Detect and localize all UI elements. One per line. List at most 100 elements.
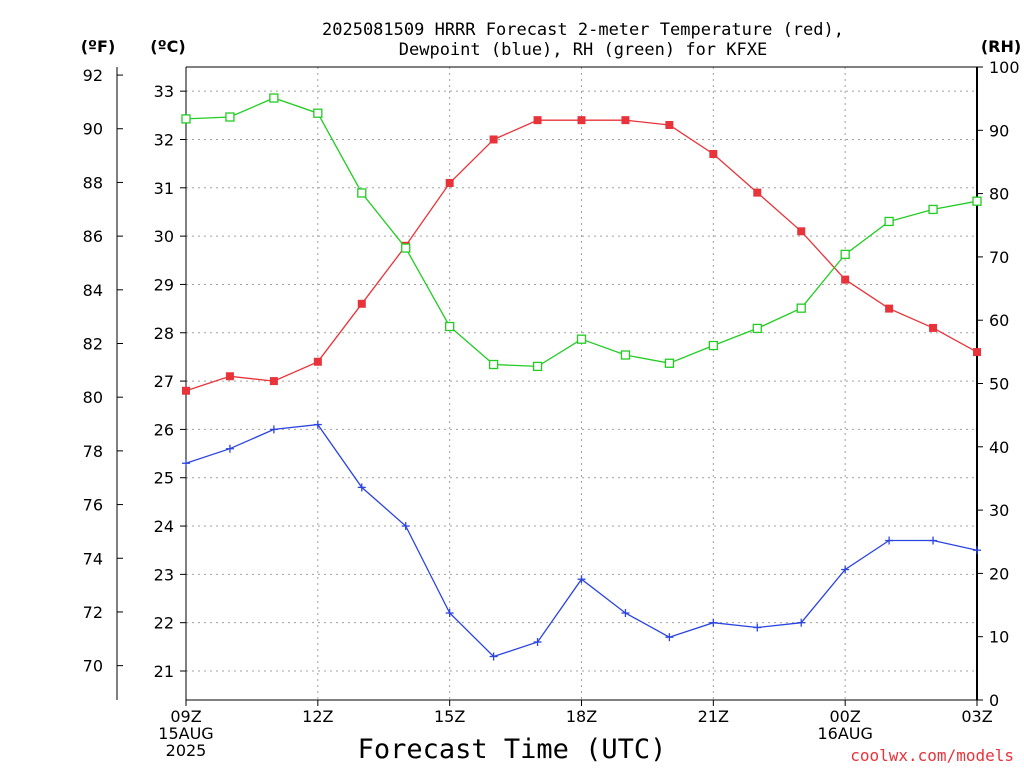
data-point (929, 323, 938, 332)
data-point (182, 386, 190, 395)
data-point (709, 149, 718, 158)
data-point (401, 243, 411, 253)
data-point (269, 425, 278, 434)
celsius-tick-label: 28 (154, 324, 174, 343)
x-tick-label: 09Z (170, 707, 201, 726)
fahrenheit-unit-label: (ºF) (81, 37, 116, 56)
credit-text: coolwx.com/models (850, 746, 1014, 765)
data-point (313, 108, 323, 118)
data-point (664, 358, 675, 368)
data-point (401, 522, 410, 531)
fahrenheit-tick-label: 72 (83, 603, 103, 622)
fahrenheit-tick-label: 86 (83, 227, 103, 246)
rh-tick-label: 100 (989, 58, 1020, 77)
rh-tick-label: 30 (989, 501, 1009, 520)
data-point (489, 652, 498, 661)
data-point (753, 623, 762, 632)
x-tick-label: 18Z (566, 707, 597, 726)
celsius-tick-label: 32 (154, 130, 174, 149)
rh-unit-label: (RH) (981, 37, 1021, 56)
grid-lines (186, 67, 977, 700)
celsius-tick-label: 26 (154, 420, 174, 439)
fahrenheit-tick-label: 80 (83, 388, 103, 407)
fahrenheit-tick-label: 76 (83, 496, 103, 515)
rh-tick-label: 10 (989, 628, 1009, 647)
data-point (841, 565, 850, 574)
x-tick-label: 12Z (302, 707, 333, 726)
fahrenheit-tick-label: 78 (83, 442, 103, 461)
x-tick-label: 16AUG (817, 724, 872, 743)
data-point (752, 323, 762, 334)
data-point (885, 304, 894, 313)
data-point (445, 321, 455, 332)
data-point (488, 359, 499, 370)
data-point (841, 275, 850, 284)
x-tick-label: 15Z (434, 707, 465, 726)
fahrenheit-tick-label: 70 (83, 657, 103, 676)
data-point (225, 444, 234, 453)
data-point (445, 609, 454, 618)
data-point (620, 350, 631, 360)
fahrenheit-tick-label: 82 (83, 335, 103, 354)
rh-tick-label: 80 (989, 185, 1009, 204)
data-point (576, 334, 587, 344)
celsius-tick-label: 29 (154, 275, 174, 294)
fahrenheit-tick-label: 90 (83, 120, 103, 139)
axes (116, 66, 983, 706)
data-point (928, 204, 938, 215)
rh-tick-label: 70 (989, 248, 1009, 267)
celsius-tick-label: 30 (154, 227, 174, 246)
celsius-tick-label: 33 (154, 82, 174, 101)
data-point (621, 116, 630, 125)
data-point (753, 188, 762, 197)
data-point (665, 633, 674, 642)
data-point (709, 618, 718, 627)
celsius-tick-label: 25 (154, 469, 174, 488)
data-point (708, 340, 718, 351)
celsius-tick-label: 27 (154, 372, 174, 391)
data-point (357, 483, 366, 492)
data-point (577, 575, 586, 584)
data-point (973, 546, 981, 555)
x-tick-label: 15AUG (158, 724, 213, 743)
rh-tick-label: 60 (989, 311, 1009, 330)
x-tick-label: 21Z (698, 707, 729, 726)
data-point (181, 114, 191, 124)
data-point (533, 116, 542, 125)
rh-tick-label: 0 (989, 691, 999, 710)
celsius-tick-label: 24 (154, 517, 174, 536)
data-point (225, 112, 235, 122)
data-point (973, 348, 981, 357)
data-point (665, 120, 674, 129)
data-point (357, 188, 367, 198)
data-point (797, 618, 806, 627)
celsius-tick-label: 22 (154, 614, 174, 633)
data-point (972, 196, 982, 206)
data-point (489, 135, 498, 144)
data-point (269, 377, 278, 386)
rh-tick-label: 20 (989, 564, 1009, 583)
data-point (445, 178, 454, 187)
data-point (885, 536, 894, 545)
fahrenheit-tick-label: 88 (83, 173, 103, 192)
series-line (185, 423, 978, 658)
data-point (225, 372, 234, 381)
data-point (532, 361, 543, 372)
celsius-tick-label: 23 (154, 565, 174, 584)
fahrenheit-tick-label: 92 (83, 66, 103, 85)
data-point (621, 609, 630, 618)
data-point (357, 299, 366, 308)
fahrenheit-tick-label: 74 (83, 549, 103, 568)
series-plus (182, 420, 981, 661)
series-open-square (181, 93, 982, 372)
data-series (181, 93, 982, 661)
celsius-unit-label: (ºC) (150, 37, 185, 56)
fahrenheit-tick-label: 84 (83, 281, 103, 300)
rh-tick-label: 40 (989, 438, 1009, 457)
celsius-tick-label: 31 (154, 179, 174, 198)
rh-tick-label: 50 (989, 375, 1009, 394)
chart-title-line2: Dewpoint (blue), RH (green) for KFXE (399, 40, 767, 60)
data-point (796, 303, 806, 313)
